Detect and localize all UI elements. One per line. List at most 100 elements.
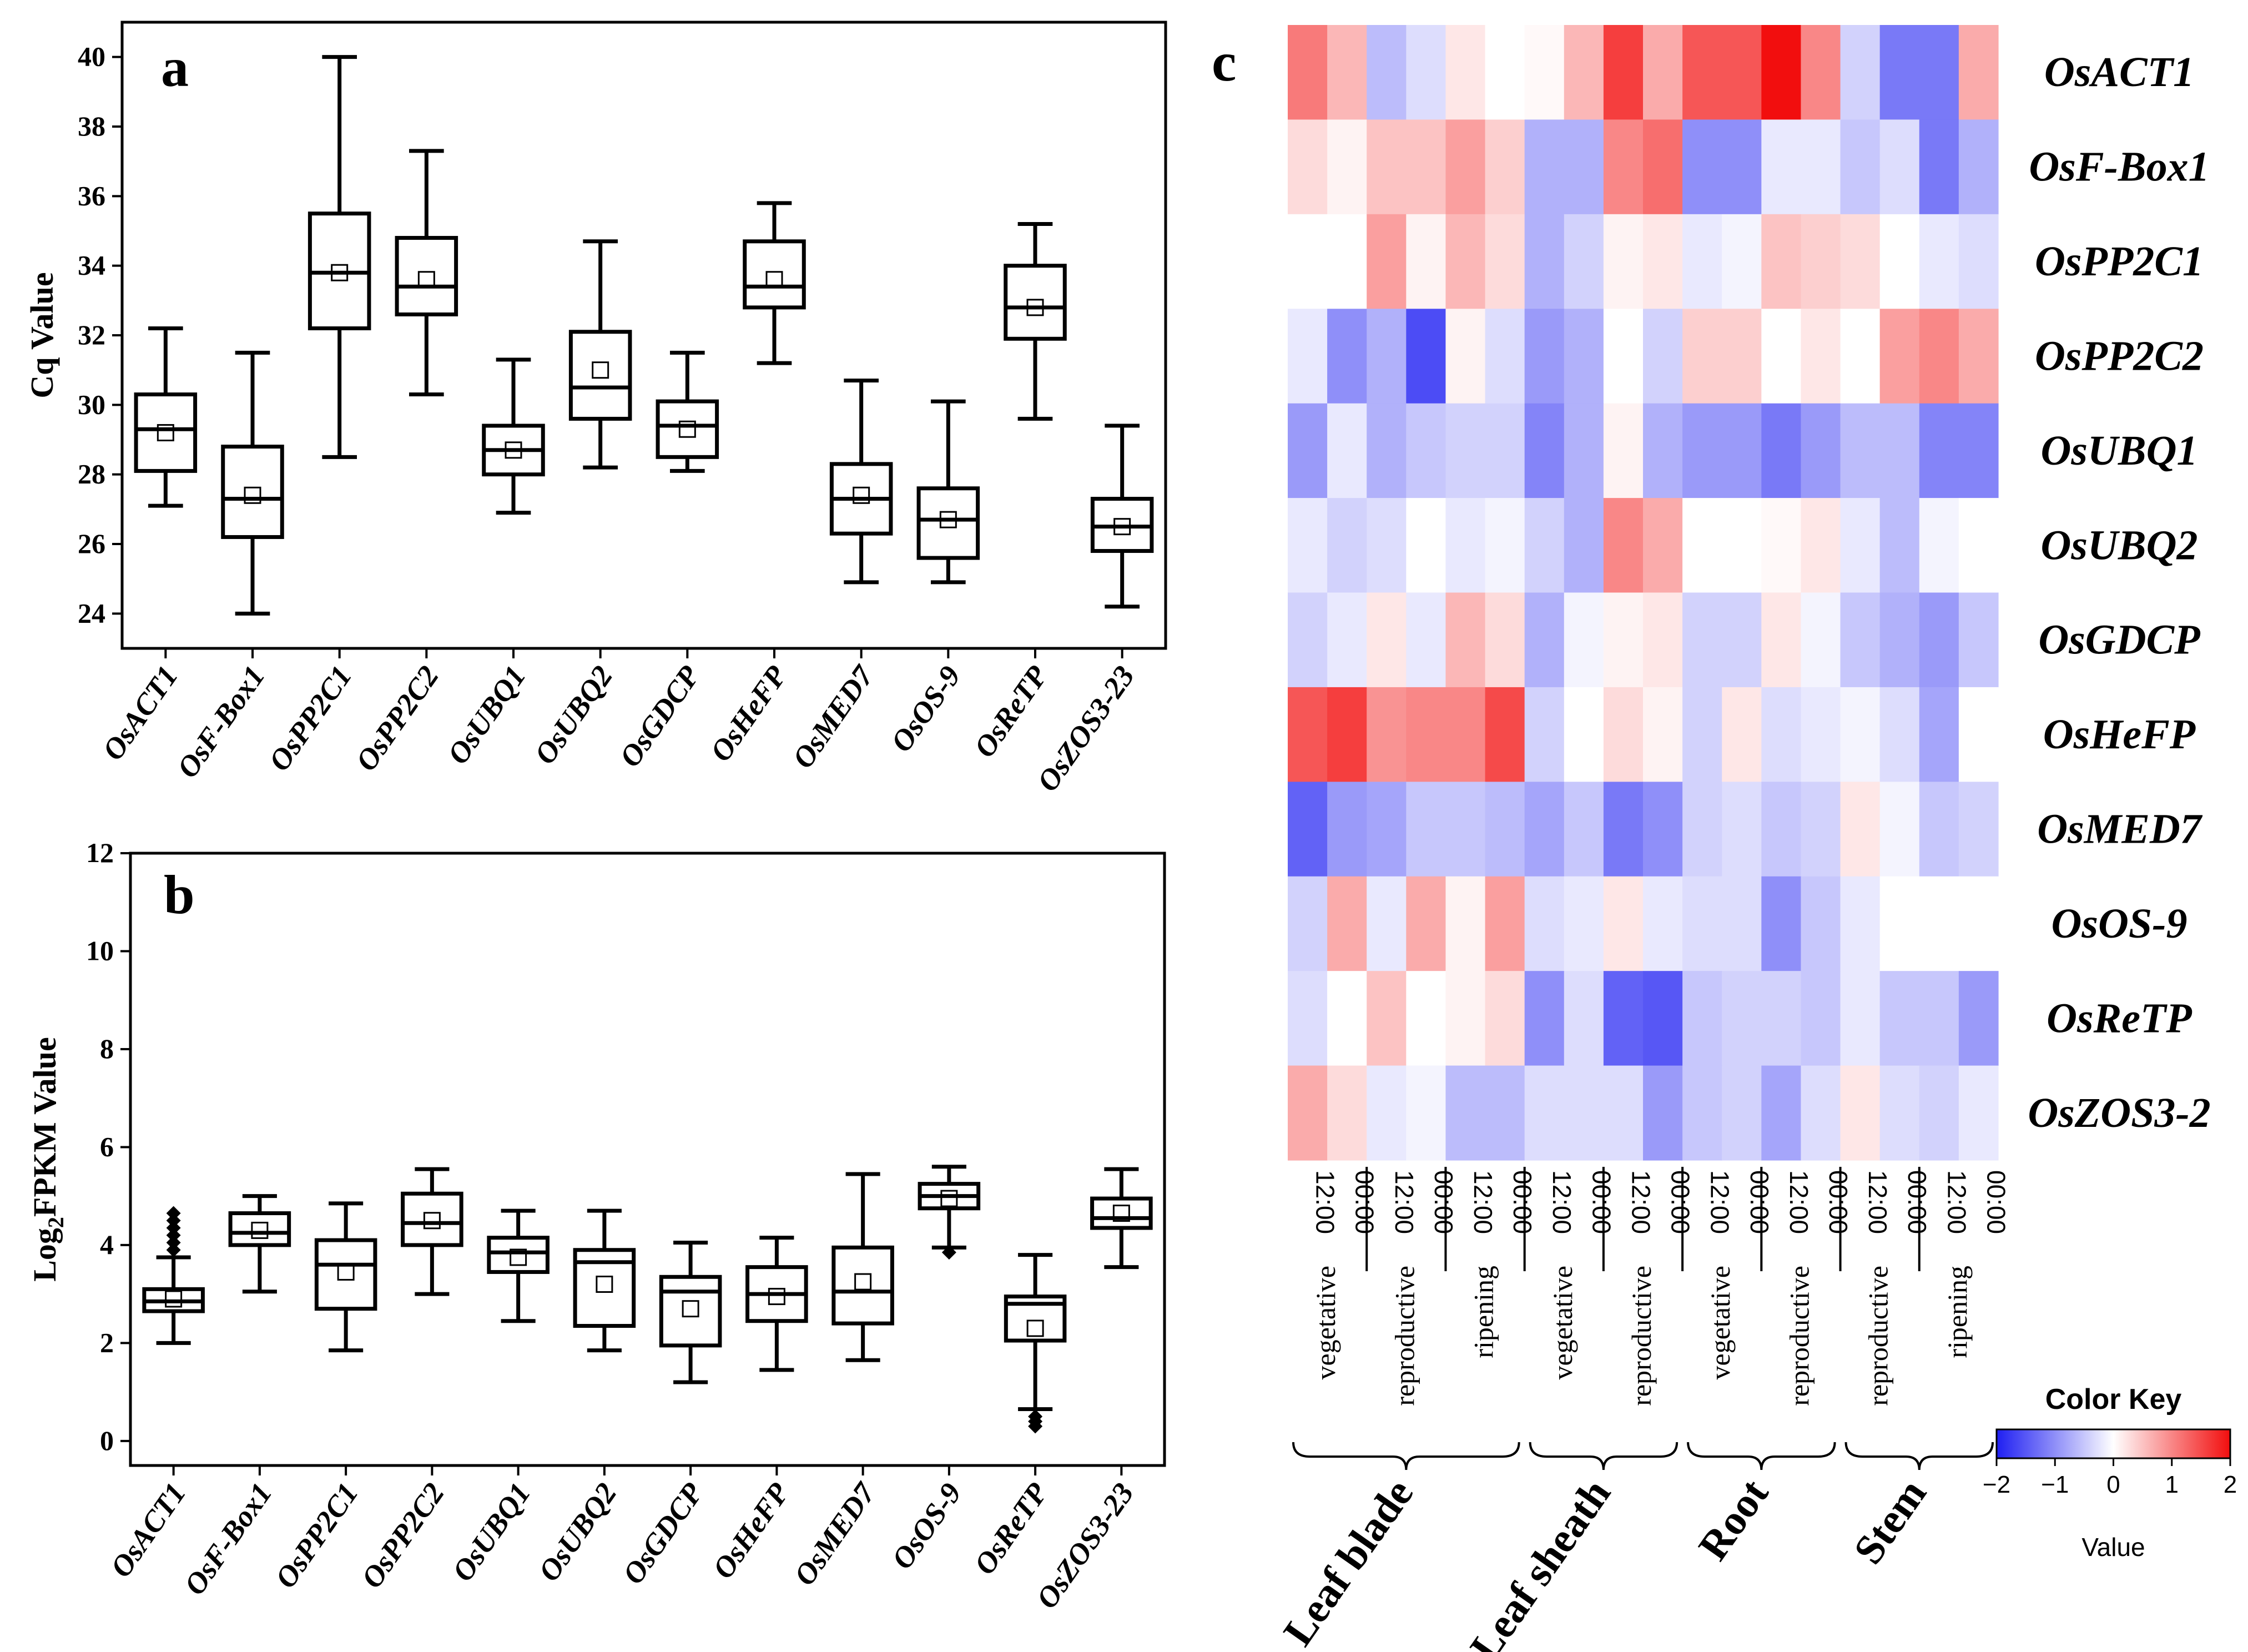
- heatmap-cell: [1879, 403, 1920, 498]
- box: [1004, 264, 1067, 341]
- heatmap-cell: [1722, 498, 1762, 593]
- mean-marker: [417, 271, 435, 289]
- row-label: OsPP2C1: [2035, 238, 2204, 285]
- mean-marker: [337, 1263, 355, 1281]
- heatmap-cell: [1327, 25, 1367, 120]
- heatmap-cell: [1485, 498, 1525, 593]
- heatmap-cell: [1406, 25, 1446, 120]
- heatmap-cell: [1801, 971, 1841, 1066]
- x-tick-label: OsPP2C1: [262, 659, 358, 777]
- heatmap-cell: [1485, 309, 1525, 404]
- heatmap-cell: [1445, 592, 1486, 688]
- y-axis-label: Cq Value: [24, 272, 60, 398]
- column-label: 00:00: [1350, 1170, 1379, 1234]
- heatmap-cell: [1958, 971, 1999, 1066]
- heatmap-cell: [1445, 782, 1486, 877]
- y-tick-label: 40: [78, 41, 105, 72]
- heatmap-cell: [1524, 25, 1565, 120]
- outlier-point: [166, 1213, 181, 1228]
- heatmap-cell: [1643, 971, 1683, 1066]
- heatmap-cell: [1761, 25, 1802, 120]
- heatmap-cell: [1643, 214, 1683, 309]
- outlier-point: [1028, 1409, 1043, 1424]
- heatmap-cell: [1879, 1065, 1920, 1161]
- column-label: 00:00: [1587, 1170, 1616, 1234]
- heatmap-cell: [1919, 25, 1959, 120]
- heatmap-cell: [1288, 876, 1328, 971]
- mean-marker: [251, 1221, 269, 1239]
- heatmap-cell: [1840, 782, 1881, 877]
- y-tick-label: 24: [78, 597, 105, 628]
- y-tick-label: 4: [100, 1229, 114, 1260]
- heatmap-cell: [1603, 403, 1644, 498]
- heatmap-cell: [1367, 876, 1407, 971]
- heatmap-cell: [1367, 498, 1407, 593]
- heatmap-cell: [1288, 782, 1328, 877]
- heatmap-cell: [1524, 876, 1565, 971]
- heatmap-cell: [1288, 687, 1328, 782]
- stage-label: reproductive: [1863, 1266, 1894, 1406]
- heatmap-cell: [1445, 971, 1486, 1066]
- heatmap-cell: [1722, 782, 1762, 877]
- heatmap-cell: [1958, 498, 1999, 593]
- heatmap-cell: [1406, 971, 1446, 1066]
- heatmap-cell: [1327, 782, 1367, 877]
- column-label: 12:00: [1942, 1170, 1971, 1234]
- row-label: OsGDCP: [2038, 617, 2200, 663]
- tissue-label: Root: [1690, 1471, 1777, 1569]
- box: [401, 1191, 463, 1247]
- panel-c: c OsACT1 OsF-Box1 OsPP2C1 OsPP2C2 OsUBQ1 OsUBQ…: [1212, 25, 2237, 1652]
- heatmap-cell: [1524, 782, 1565, 877]
- heatmap-cell: [1367, 309, 1407, 404]
- heatmap-cell: [1367, 971, 1407, 1066]
- heatmap-cell: [1564, 687, 1604, 782]
- heatmap-cell: [1603, 687, 1644, 782]
- heatmap-cell: [1958, 25, 1999, 120]
- heatmap-cell: [1879, 25, 1920, 120]
- heatmap-cell: [1564, 592, 1604, 688]
- heatmap-cell: [1682, 498, 1722, 593]
- heatmap-cell: [1682, 592, 1722, 688]
- box: [831, 1245, 894, 1326]
- heatmap-cell: [1801, 309, 1841, 404]
- row-label: OsPP2C2: [2035, 333, 2204, 379]
- heatmap-cell: [1840, 687, 1881, 782]
- box: [314, 1238, 377, 1311]
- heatmap-cell: [1801, 1065, 1841, 1161]
- y-tick-label: 26: [78, 528, 105, 559]
- x-tick-label: OsPP2C2: [349, 659, 445, 777]
- heatmap-cell: [1840, 119, 1881, 215]
- mean-marker: [854, 1273, 872, 1291]
- heatmap-cell: [1288, 971, 1328, 1066]
- heatmap-cell: [1327, 214, 1367, 309]
- heatmap-cell: [1682, 309, 1722, 404]
- x-tick-label: OsF-Box1: [178, 1477, 279, 1601]
- heatmap-cell: [1367, 782, 1407, 877]
- row-label: OsReTP: [2047, 995, 2192, 1041]
- heatmap-cell: [1761, 876, 1802, 971]
- heatmap-cell: [1682, 971, 1722, 1066]
- heatmap-cell: [1445, 687, 1486, 782]
- heatmap-cell: [1485, 119, 1525, 215]
- heatmap-cell: [1722, 876, 1762, 971]
- mean-marker: [157, 424, 174, 441]
- box: [743, 239, 806, 310]
- heatmap-cell: [1367, 1065, 1407, 1161]
- mean-marker: [510, 1248, 527, 1266]
- tissue-label: Leaf blade: [1274, 1471, 1422, 1652]
- stage-label: vegetative: [1310, 1266, 1341, 1379]
- heatmap-cell: [1327, 403, 1367, 498]
- x-tick-label: OsUBQ1: [446, 1477, 537, 1587]
- heatmap-cell: [1564, 25, 1604, 120]
- heatmap-cell: [1524, 592, 1565, 688]
- heatmap-cell: [1919, 1065, 1959, 1161]
- heatmap-cell: [1406, 1065, 1446, 1161]
- heatmap-cell: [1722, 119, 1762, 215]
- x-tick-label: OsGDCP: [613, 659, 706, 773]
- heatmap-cell: [1958, 214, 1999, 309]
- heatmap-cell: [1406, 876, 1446, 971]
- column-label: 00:00: [1508, 1170, 1537, 1234]
- heatmap-cell: [1761, 498, 1802, 593]
- heatmap-cell: [1288, 1065, 1328, 1161]
- heatmap-cell: [1761, 971, 1802, 1066]
